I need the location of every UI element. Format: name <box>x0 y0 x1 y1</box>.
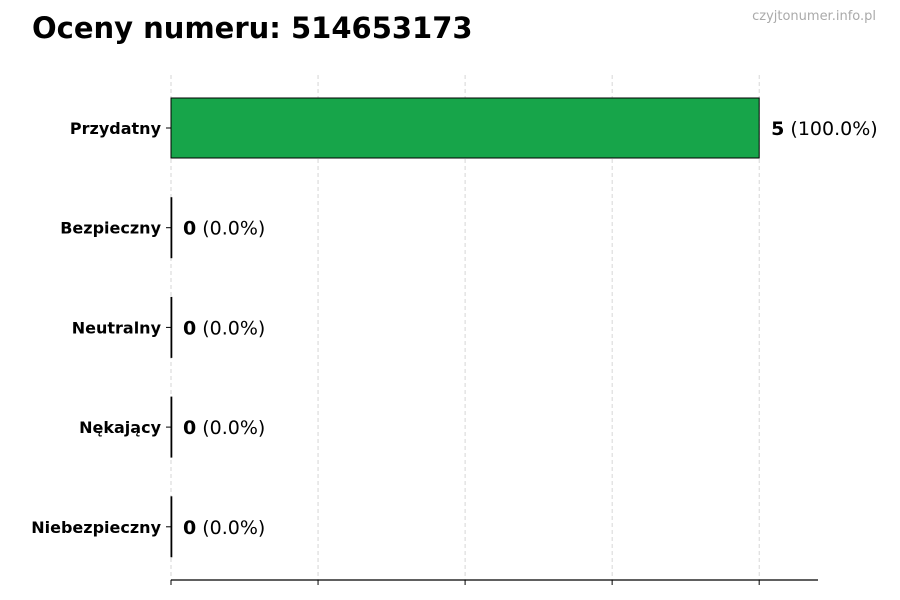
bar-przydatny <box>170 97 760 159</box>
data-label: 0 (0.0%) <box>183 517 265 539</box>
data-label-count: 0 <box>183 218 196 240</box>
chart-title: Oceny numeru: 514653173 <box>32 11 473 45</box>
data-label-percent: (0.0%) <box>202 218 265 240</box>
bar-bezpieczny <box>170 197 173 259</box>
category-label: Neutralny <box>72 318 162 337</box>
bar-niebezpieczny <box>170 496 173 558</box>
category-label: Niebezpieczny <box>31 518 161 537</box>
category-label: Nękający <box>79 418 161 437</box>
data-label: 0 (0.0%) <box>183 317 265 339</box>
data-label-percent: (100.0%) <box>790 118 877 140</box>
data-label: 0 (0.0%) <box>183 417 265 439</box>
data-label-percent: (0.0%) <box>202 317 265 339</box>
data-label: 0 (0.0%) <box>183 218 265 240</box>
data-label-percent: (0.0%) <box>202 417 265 439</box>
data-label-count: 0 <box>183 417 196 439</box>
data-label-percent: (0.0%) <box>202 517 265 539</box>
bar-neutralny <box>170 296 173 358</box>
data-label-count: 0 <box>183 517 196 539</box>
category-label: Bezpieczny <box>60 219 161 238</box>
data-label: 5 (100.0%) <box>771 118 878 140</box>
data-label-count: 0 <box>183 317 196 339</box>
category-label: Przydatny <box>70 119 162 138</box>
bar-nękający <box>170 396 173 458</box>
watermark: czyjtonumer.info.pl <box>752 9 876 24</box>
data-label-count: 5 <box>771 118 784 140</box>
